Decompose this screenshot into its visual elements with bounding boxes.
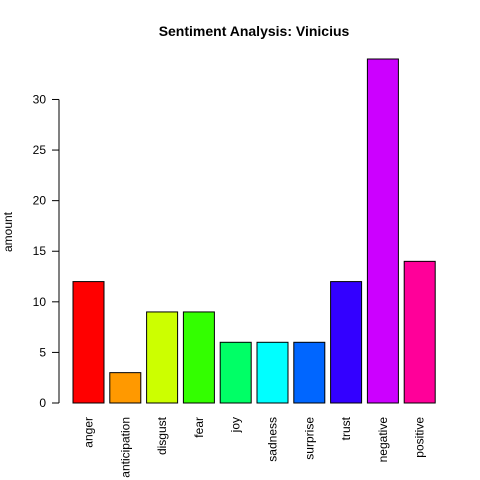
x-tick-label: surprise	[302, 417, 316, 460]
y-tick-label: 10	[33, 295, 47, 309]
bar-positive	[403, 260, 436, 404]
bar-joy	[219, 341, 252, 404]
y-tick-label: 20	[33, 194, 47, 208]
y-tick-label: 30	[33, 92, 47, 106]
x-tick-label: negative	[376, 417, 390, 463]
bar-negative	[366, 58, 399, 404]
y-tick-label: 15	[33, 244, 47, 258]
bar-trust	[330, 281, 363, 404]
bar-anticipation	[109, 372, 142, 404]
y-tick-label: 5	[39, 345, 46, 359]
bar-fear	[182, 311, 215, 404]
x-tick-label: anticipation	[118, 417, 132, 478]
y-tick-label: 25	[33, 143, 47, 157]
bar-sadness	[256, 341, 289, 404]
bar-anger	[72, 281, 105, 404]
chart-title: Sentiment Analysis: Vinicius	[159, 23, 350, 39]
x-tick-label: sadness	[266, 417, 280, 462]
bars	[72, 58, 436, 404]
x-tick-label: trust	[339, 416, 353, 440]
x-tick-label: anger	[82, 417, 96, 448]
x-tick-label: fear	[192, 417, 206, 438]
x-tick-label: disgust	[155, 416, 169, 455]
x-tick-label: positive	[413, 417, 427, 458]
y-axis-label: amount	[1, 211, 15, 252]
y-tick-label: 0	[39, 396, 46, 410]
bar-surprise	[293, 341, 326, 404]
x-axis-labels: anger anticipation disgust fear joy sadness su…	[82, 416, 427, 477]
y-axis: 0 5 10 15 20 25 30	[33, 92, 60, 410]
bar-disgust	[146, 311, 179, 404]
x-tick-label: joy	[229, 417, 243, 433]
